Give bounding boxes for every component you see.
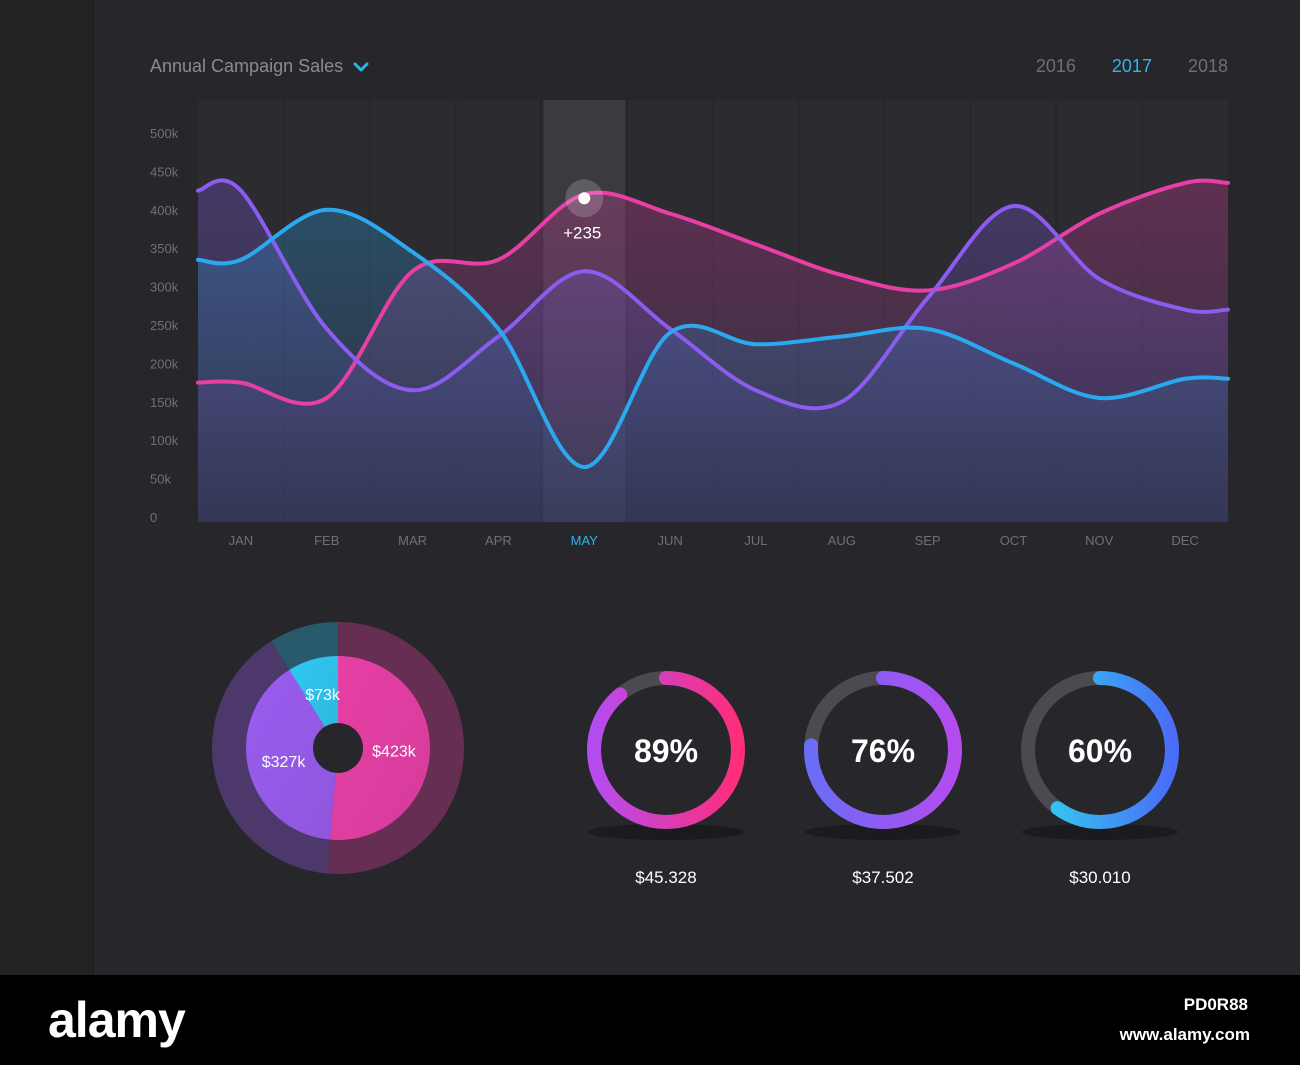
pie-slice-label: $327k xyxy=(262,754,307,771)
x-tick-label: JUN xyxy=(657,533,682,548)
series-line xyxy=(196,178,1230,411)
gauge-60: 60% $30.010 xyxy=(1010,660,1190,887)
footer: alamy PD0R88 www.alamy.com xyxy=(0,975,1300,1065)
gauge-percent-label: 60% xyxy=(1068,733,1132,769)
footer-image-id: PD0R88 xyxy=(1183,995,1248,1014)
gauge-percent-label: 76% xyxy=(851,733,915,769)
x-tick-label: NOV xyxy=(1085,533,1114,548)
x-tick-label: MAY xyxy=(571,533,599,548)
sidebar xyxy=(0,0,96,975)
gauge-progress-arc xyxy=(587,671,745,829)
footer-url: www.alamy.com xyxy=(1119,1025,1250,1044)
gauge-percent-label: 89% xyxy=(634,733,698,769)
y-tick-label: 250k xyxy=(150,318,179,333)
pie-slice-label: $423k xyxy=(372,743,417,760)
tooltip-point[interactable] xyxy=(578,192,591,205)
y-tick-label: 450k xyxy=(150,164,179,179)
y-tick-label: 100k xyxy=(150,433,179,448)
tab-year-2017[interactable]: 2017 xyxy=(1111,56,1152,76)
gauge-amount: $45.328 xyxy=(635,868,697,887)
y-tick-label: 500k xyxy=(150,126,179,141)
x-tick-label: JAN xyxy=(229,533,254,548)
year-tabs: 2016 2017 2018 xyxy=(1036,56,1228,77)
gauge-amount: $37.502 xyxy=(852,868,914,887)
pie-slice[interactable] xyxy=(289,656,338,748)
pie-slice[interactable] xyxy=(246,669,338,840)
pie-slice-label: $73k xyxy=(305,687,341,704)
gauge-progress-arc xyxy=(804,671,962,829)
campaign-selector[interactable]: Annual Campaign Sales xyxy=(150,56,369,77)
tab-year-2016[interactable]: 2016 xyxy=(1035,56,1076,76)
y-tick-label: 50k xyxy=(150,472,171,487)
line-chart: 0 50k 100k 150k 200k 250k 300k 350k 400k 450k 500k… xyxy=(150,100,1230,548)
pie-slice[interactable] xyxy=(329,656,430,840)
x-tick-label: JUL xyxy=(744,533,767,548)
chart-title: Annual Campaign Sales xyxy=(150,56,344,76)
x-tick-label: MAR xyxy=(398,533,427,548)
gauge-shadow xyxy=(588,824,744,840)
y-tick-label: 400k xyxy=(150,203,179,218)
gauge-amount: $30.010 xyxy=(1069,868,1131,887)
pie-center-hole xyxy=(313,723,363,773)
gauge-progress-arc xyxy=(1021,671,1179,829)
chevron-down-icon xyxy=(353,62,369,71)
tooltip-label: +235 xyxy=(563,223,601,242)
y-tick-label: 0 xyxy=(150,510,157,525)
x-tick-label: OCT xyxy=(1000,533,1028,548)
tab-year-2018[interactable]: 2018 xyxy=(1187,56,1228,76)
gauge-shadow xyxy=(805,824,961,840)
y-tick-label: 200k xyxy=(150,356,179,371)
gauge-shadow xyxy=(1022,824,1178,840)
gauge-89: 89% $45.328 xyxy=(576,660,756,887)
y-tick-label: 300k xyxy=(150,280,179,295)
gauge-76: 76% $37.502 xyxy=(793,660,973,887)
y-tick-label: 350k xyxy=(150,241,179,256)
series-area xyxy=(198,209,1228,522)
footer-logo: alamy xyxy=(48,992,186,1048)
x-tick-label: APR xyxy=(485,533,512,548)
y-tick-label: 150k xyxy=(150,395,179,410)
x-tick-label: SEP xyxy=(915,533,941,548)
pie-chart: $423k $327k $73k xyxy=(211,622,464,874)
x-tick-label: FEB xyxy=(314,533,339,548)
x-tick-label: DEC xyxy=(1171,533,1198,548)
series-line xyxy=(196,207,1230,470)
series-line xyxy=(196,178,1230,406)
x-tick-label: AUG xyxy=(828,533,856,548)
